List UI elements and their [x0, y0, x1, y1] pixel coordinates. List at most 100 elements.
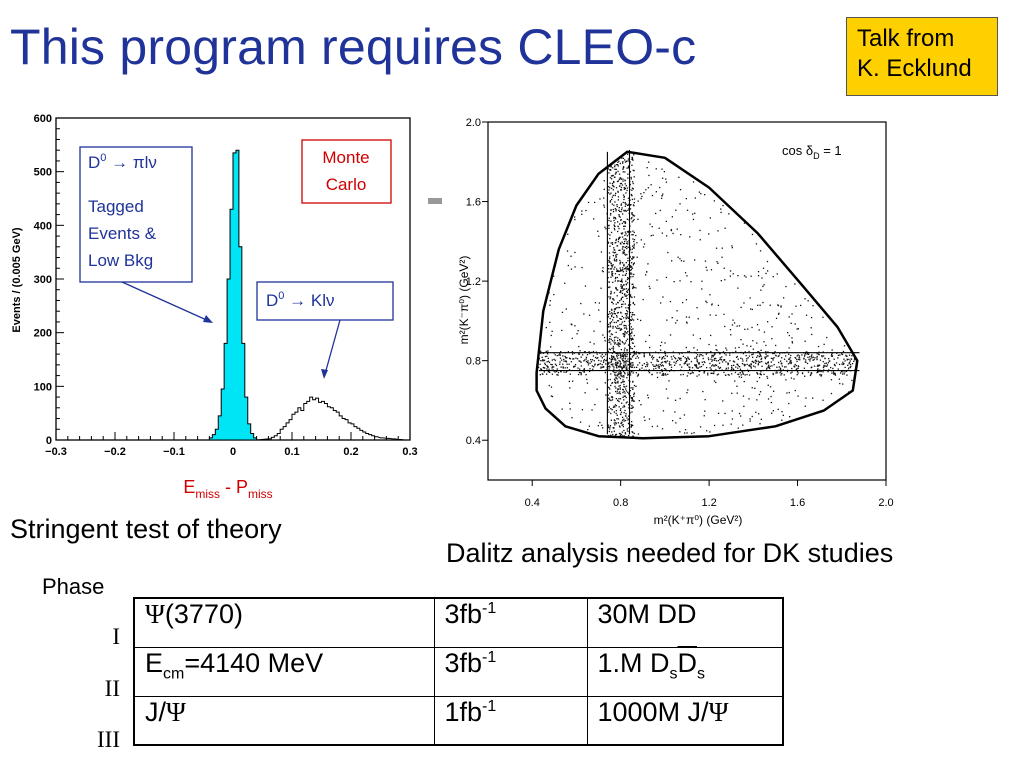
event-point [625, 280, 627, 282]
event-point [759, 250, 762, 252]
cos-delta-annotation: cos δD = 1 [782, 143, 842, 161]
event-point [580, 302, 582, 305]
event-point [759, 373, 761, 375]
event-point [745, 276, 747, 278]
event-point [614, 251, 617, 254]
event-point [615, 239, 617, 242]
event-point [678, 176, 680, 178]
event-point [749, 420, 751, 422]
event-point [602, 271, 604, 273]
event-point [712, 355, 714, 357]
event-point [690, 281, 692, 283]
event-point [613, 411, 615, 413]
event-point [819, 374, 821, 376]
event-point [757, 351, 759, 353]
event-point [564, 355, 566, 358]
event-point [617, 165, 619, 167]
event-point [631, 221, 633, 223]
event-point [560, 359, 563, 361]
event-point [618, 173, 621, 175]
event-point [613, 371, 615, 373]
event-point [758, 393, 761, 396]
event-point [661, 195, 663, 197]
event-point [614, 225, 616, 227]
event-point [621, 321, 624, 323]
event-point [817, 369, 819, 371]
event-point [565, 360, 567, 362]
event-point [625, 367, 627, 369]
event-point [693, 347, 695, 349]
event-point [615, 366, 618, 368]
event-point [655, 367, 657, 370]
event-point [551, 330, 553, 332]
event-point [762, 285, 764, 288]
event-point [624, 268, 627, 270]
event-point [724, 374, 727, 376]
event-point [620, 349, 622, 351]
histogram-x-tick-label: −0.3 [45, 446, 67, 458]
event-point [620, 366, 622, 368]
event-point [540, 368, 542, 370]
event-point [762, 267, 765, 269]
event-point [721, 369, 723, 371]
event-point [685, 198, 687, 200]
event-point [613, 299, 615, 301]
event-point [590, 361, 593, 363]
event-point [600, 251, 603, 253]
event-point [811, 357, 813, 359]
event-point [805, 397, 807, 399]
event-point [766, 377, 769, 379]
event-point [626, 291, 629, 293]
event-point [599, 363, 601, 365]
event-point [633, 170, 635, 172]
event-point [567, 351, 569, 353]
event-point [559, 357, 562, 359]
event-point [602, 267, 604, 269]
event-point [636, 366, 638, 368]
event-point [554, 359, 556, 361]
event-point [622, 274, 624, 276]
event-point [608, 411, 610, 413]
events-line: Events & [88, 224, 157, 243]
event-point [699, 338, 701, 340]
event-point [612, 208, 614, 211]
event-point [632, 247, 635, 249]
event-point [618, 345, 620, 348]
event-point [620, 356, 622, 358]
event-point [630, 329, 633, 331]
event-point [825, 362, 828, 364]
event-point [633, 286, 635, 289]
event-point [754, 387, 756, 389]
event-point [803, 367, 805, 369]
event-point [841, 363, 843, 365]
event-point [548, 361, 551, 364]
event-point [617, 270, 620, 273]
event-point [646, 364, 648, 366]
event-point [618, 249, 620, 251]
event-point [628, 304, 630, 307]
event-point [707, 357, 710, 359]
event-point [675, 209, 677, 211]
event-point [612, 365, 614, 367]
event-point [831, 372, 833, 374]
event-point [785, 355, 787, 357]
event-point [626, 241, 628, 243]
event-point [618, 178, 621, 181]
event-point [609, 357, 611, 360]
event-point [632, 283, 634, 285]
event-point [709, 217, 711, 219]
event-point [616, 289, 618, 291]
event-point [632, 435, 634, 437]
event-point [790, 377, 793, 379]
event-point [662, 193, 664, 195]
event-point [609, 335, 611, 338]
event-point [622, 271, 625, 273]
event-point [737, 365, 739, 367]
event-point [623, 420, 625, 422]
event-point [665, 388, 668, 390]
event-point [616, 378, 618, 380]
event-point [759, 361, 761, 363]
event-point [810, 372, 812, 374]
event-point [586, 382, 589, 384]
event-point [813, 365, 816, 367]
